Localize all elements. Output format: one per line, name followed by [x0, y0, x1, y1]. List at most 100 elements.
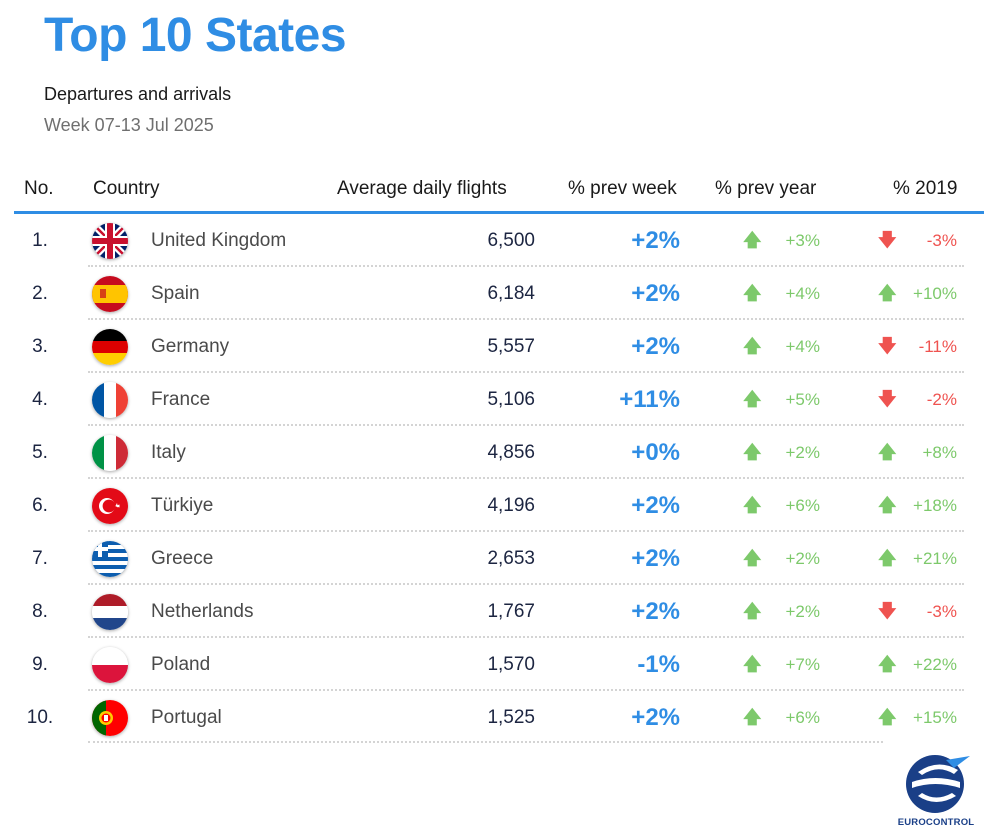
arrow-up-icon: 🡅: [743, 495, 762, 515]
prev-year-cell: +2%: [785, 443, 821, 462]
arrow-up-icon: 🡅: [878, 707, 897, 727]
prev-week-cell: +2%: [631, 227, 680, 254]
prev-week-cell: +2%: [631, 598, 680, 625]
prev-year-cell: +2%: [785, 549, 821, 568]
arrow-up-icon: 🡅: [878, 654, 897, 674]
prev-week-cell: +2%: [631, 704, 680, 731]
header-divider: [14, 211, 984, 214]
column-header-prev-week: % prev week: [568, 178, 677, 199]
page-subtitle: Departures and arrivals: [44, 84, 232, 104]
row-divider: [88, 371, 964, 373]
arrow-up-icon: 🡅: [878, 495, 897, 515]
table-row: 5. Italy 4,856 +0% 🡅 +2% 🡅 +8%: [0, 426, 988, 479]
rank-cell: 6.: [32, 495, 48, 516]
table-row: 10. Portugal 1,525 +2% 🡅 +6% 🡅 +15%: [0, 691, 988, 744]
prev-week-cell: +11%: [619, 386, 680, 413]
eurocontrol-logo-icon: [906, 755, 970, 813]
prev-week-cell: +0%: [631, 439, 680, 466]
prev-year-cell: +5%: [785, 390, 821, 409]
prev-week-cell: +2%: [631, 333, 680, 360]
country-cell: Germany: [151, 336, 230, 357]
flag-netherlands-icon: [92, 594, 128, 630]
table-row: 6. Türkiye 4,196 +2% 🡅 +6% 🡅 +18%: [0, 479, 988, 532]
country-cell: France: [151, 389, 211, 410]
rank-cell: 10.: [26, 707, 54, 728]
rank-cell: 4.: [32, 389, 48, 410]
arrow-down-icon: 🡇: [878, 336, 897, 356]
flights-cell: 5,106: [487, 389, 535, 410]
arrow-up-icon: 🡅: [743, 336, 762, 356]
row-divider: [88, 530, 964, 532]
rank-cell: 2.: [32, 283, 48, 304]
page-title: Top 10 States: [44, 9, 347, 62]
flights-cell: 1,570: [487, 654, 535, 675]
arrow-down-icon: 🡇: [878, 389, 897, 409]
flag-spain-icon: [92, 276, 128, 312]
row-divider: [88, 424, 964, 426]
column-header-flights: Average daily flights: [337, 178, 507, 199]
vs-2019-cell: +22%: [913, 655, 957, 674]
prev-year-cell: +6%: [785, 496, 821, 515]
vs-2019-cell: +8%: [922, 443, 958, 462]
rank-cell: 3.: [32, 336, 48, 357]
rank-cell: 1.: [32, 230, 48, 251]
table-row: 3. Germany 5,557 +2% 🡅 +4% 🡇 -11%: [0, 320, 988, 373]
arrow-up-icon: 🡅: [743, 442, 762, 462]
vs-2019-cell: +10%: [913, 284, 957, 303]
vs-2019-cell: -3%: [926, 231, 957, 250]
row-divider: [88, 583, 964, 585]
arrow-up-icon: 🡅: [743, 601, 762, 621]
row-divider: [88, 636, 964, 638]
prev-year-cell: +6%: [785, 708, 821, 727]
arrow-down-icon: 🡇: [878, 601, 897, 621]
flights-cell: 4,856: [487, 442, 535, 463]
arrow-up-icon: 🡅: [743, 389, 762, 409]
row-divider: [88, 265, 964, 267]
arrow-up-icon: 🡅: [743, 707, 762, 727]
logo-text: EUROCONTROL: [897, 817, 975, 828]
prev-week-cell: -1%: [637, 651, 680, 678]
prev-year-cell: +7%: [785, 655, 821, 674]
vs-2019-cell: +18%: [913, 496, 957, 515]
prev-year-cell: +3%: [785, 231, 821, 250]
country-cell: Türkiye: [151, 495, 214, 516]
country-cell: Poland: [151, 654, 211, 675]
arrow-up-icon: 🡅: [743, 654, 762, 674]
table-row: 1. United Kingdom 6,500 +2% 🡅 +3% 🡇 -3%: [0, 214, 988, 267]
flag-uk-icon: [92, 223, 128, 259]
vs-2019-cell: -3%: [926, 602, 957, 621]
flag-portugal-icon: [92, 700, 128, 736]
flag-poland-icon: [92, 647, 128, 683]
flights-cell: 4,196: [487, 495, 535, 516]
column-header-prev-year: % prev year: [715, 178, 817, 199]
country-cell: Spain: [151, 283, 200, 304]
rank-cell: 7.: [32, 548, 48, 569]
rank-cell: 5.: [32, 442, 48, 463]
table-row: 9. Poland 1,570 -1% 🡅 +7% 🡅 +22%: [0, 638, 988, 691]
vs-2019-cell: +15%: [913, 708, 957, 727]
arrow-up-icon: 🡅: [743, 230, 762, 250]
flag-turkiye-icon: [92, 488, 128, 524]
vs-2019-cell: -2%: [926, 390, 957, 409]
week-label: Week 07-13 Jul 2025: [44, 115, 214, 135]
arrow-up-icon: 🡅: [878, 548, 897, 568]
prev-week-cell: +2%: [631, 492, 680, 519]
prev-week-cell: +2%: [631, 545, 680, 572]
flights-cell: 6,184: [487, 283, 535, 304]
row-divider: [88, 318, 964, 320]
country-cell: Italy: [151, 442, 186, 463]
table-bottom-divider: [88, 741, 883, 743]
table-row: 2. Spain 6,184 +2% 🡅 +4% 🡅 +10%: [0, 267, 988, 320]
row-divider: [88, 477, 964, 479]
country-cell: Greece: [151, 548, 214, 569]
flights-cell: 6,500: [487, 230, 535, 251]
arrow-down-icon: 🡇: [878, 230, 897, 250]
flights-cell: 5,557: [487, 336, 535, 357]
prev-year-cell: +4%: [785, 337, 821, 356]
flag-france-icon: [92, 382, 128, 418]
column-header-2019: % 2019: [893, 178, 958, 199]
arrow-up-icon: 🡅: [743, 548, 762, 568]
table-row: 8. Netherlands 1,767 +2% 🡅 +2% 🡇 -3%: [0, 585, 988, 638]
flights-cell: 2,653: [487, 548, 535, 569]
prev-year-cell: +4%: [785, 284, 821, 303]
